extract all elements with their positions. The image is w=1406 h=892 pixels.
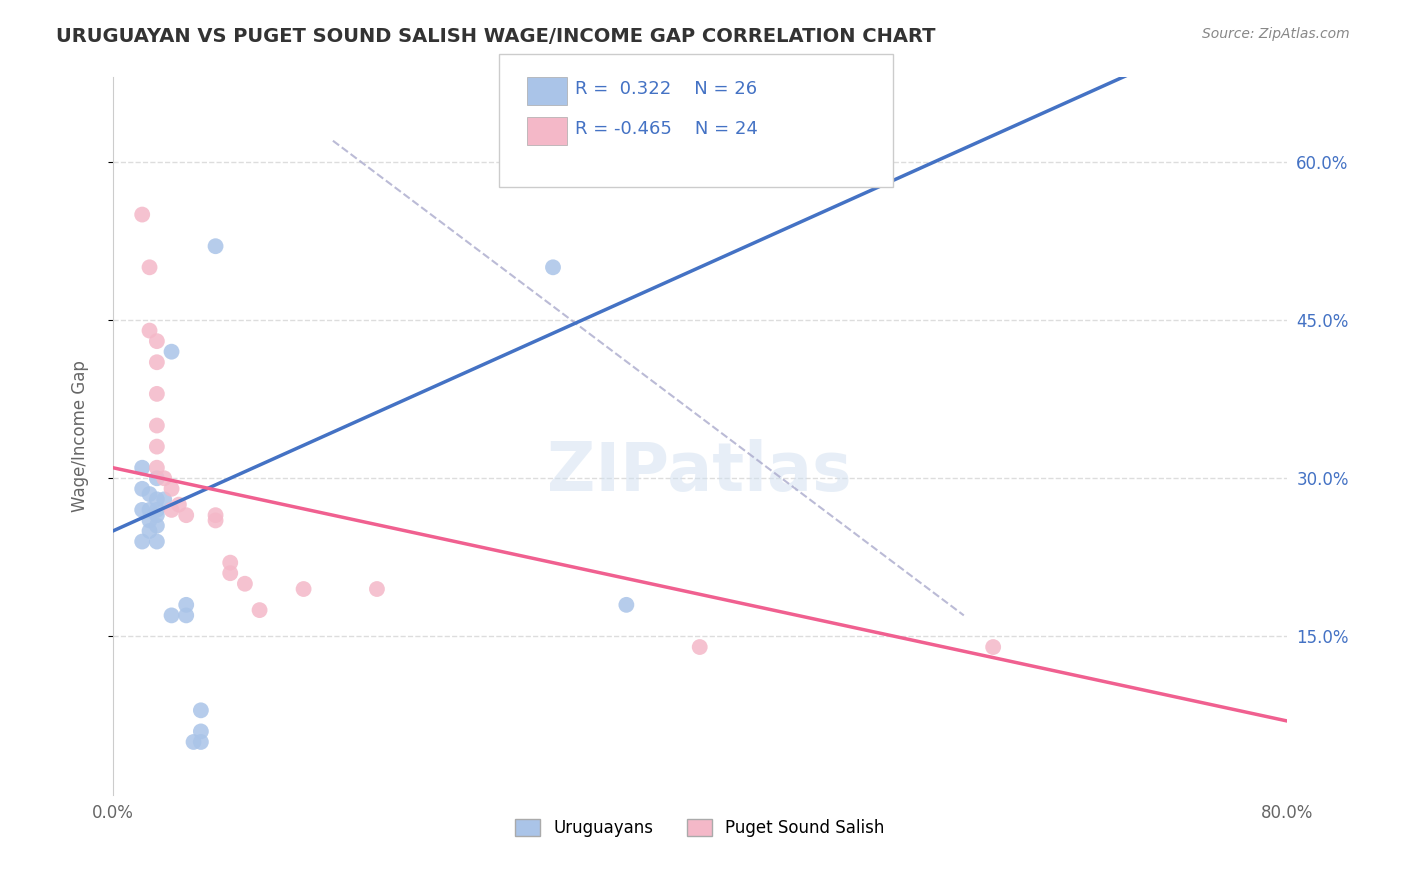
Text: R = -0.465    N = 24: R = -0.465 N = 24 — [575, 120, 758, 138]
Point — [614, 598, 637, 612]
Point — [219, 556, 242, 570]
Text: R =  0.322    N = 26: R = 0.322 N = 26 — [575, 80, 758, 98]
Point — [160, 608, 183, 623]
Point — [131, 503, 153, 517]
Point — [138, 503, 160, 517]
Point — [131, 208, 153, 222]
Point — [146, 492, 169, 507]
Point — [219, 566, 242, 581]
Point — [160, 503, 183, 517]
Legend: Uruguayans, Puget Sound Salish: Uruguayans, Puget Sound Salish — [509, 813, 891, 844]
Point — [146, 355, 169, 369]
Point — [153, 471, 176, 485]
Point — [146, 418, 169, 433]
Point — [204, 239, 226, 253]
Point — [204, 508, 226, 523]
Point — [146, 387, 169, 401]
Point — [190, 724, 212, 739]
Point — [146, 518, 169, 533]
Y-axis label: Wage/Income Gap: Wage/Income Gap — [72, 360, 89, 512]
Point — [131, 482, 153, 496]
Point — [146, 508, 169, 523]
Point — [190, 735, 212, 749]
Point — [174, 508, 197, 523]
Point — [146, 334, 169, 348]
Point — [981, 640, 1004, 654]
Point — [174, 598, 197, 612]
Point — [204, 513, 226, 527]
Point — [160, 344, 183, 359]
Point — [146, 471, 169, 485]
Point — [131, 460, 153, 475]
Point — [689, 640, 711, 654]
Point — [292, 582, 315, 596]
Point — [138, 324, 160, 338]
Point — [138, 513, 160, 527]
Point — [167, 498, 190, 512]
Point — [541, 260, 564, 275]
Point — [146, 440, 169, 454]
Point — [174, 608, 197, 623]
Point — [138, 524, 160, 538]
Point — [153, 492, 176, 507]
Text: Source: ZipAtlas.com: Source: ZipAtlas.com — [1202, 27, 1350, 41]
Point — [366, 582, 388, 596]
Point — [233, 576, 256, 591]
Point — [183, 735, 205, 749]
Text: URUGUAYAN VS PUGET SOUND SALISH WAGE/INCOME GAP CORRELATION CHART: URUGUAYAN VS PUGET SOUND SALISH WAGE/INC… — [56, 27, 936, 45]
Point — [138, 260, 160, 275]
Point — [146, 534, 169, 549]
Point — [146, 460, 169, 475]
Point — [190, 703, 212, 717]
Point — [146, 503, 169, 517]
Text: ZIPatlas: ZIPatlas — [547, 439, 852, 505]
Point — [131, 534, 153, 549]
Point — [138, 487, 160, 501]
Point — [160, 482, 183, 496]
Point — [249, 603, 271, 617]
